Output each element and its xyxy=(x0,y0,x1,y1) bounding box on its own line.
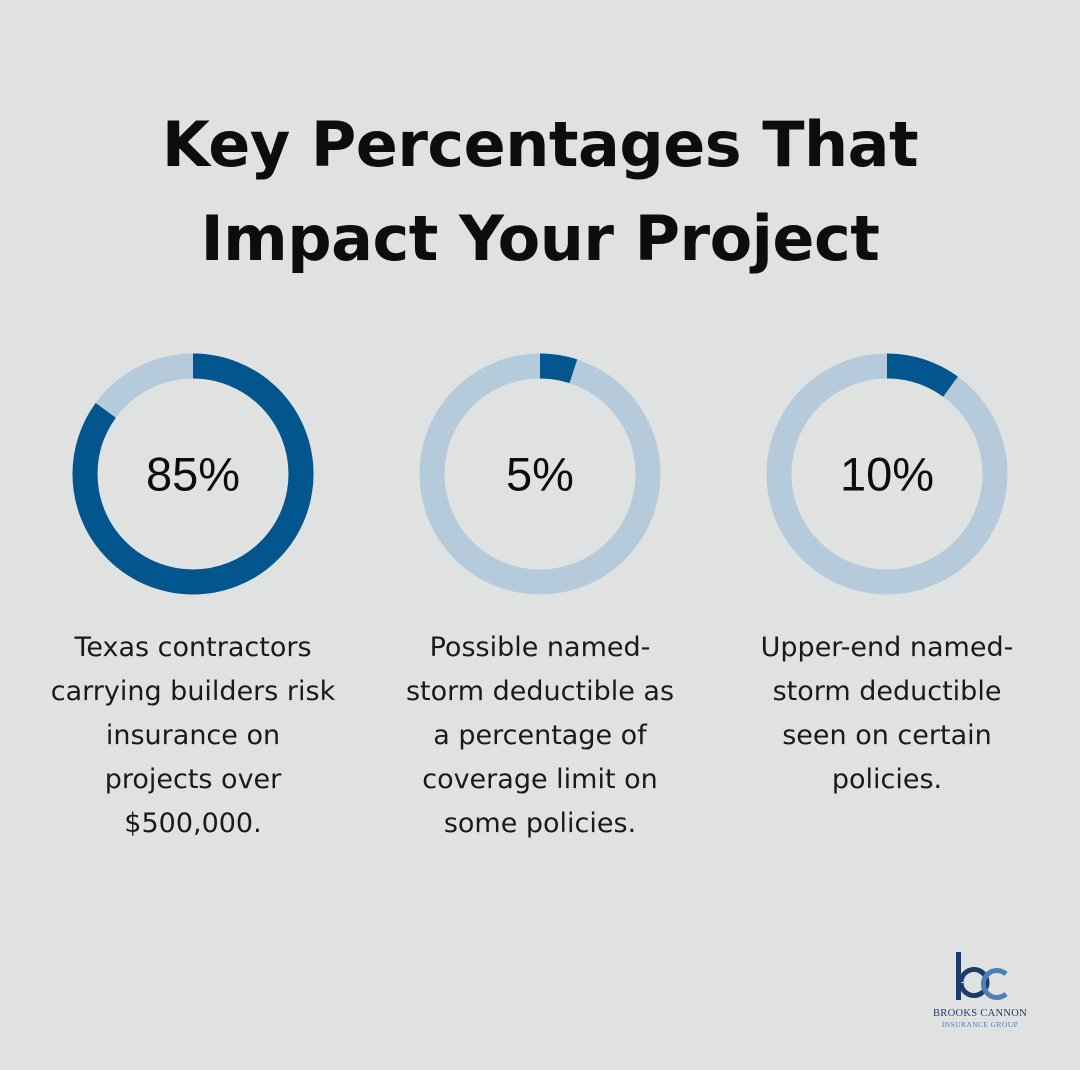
description-line: some policies. xyxy=(443,808,637,839)
stat-percentage: 10% xyxy=(840,448,934,501)
stat-description: Possible named- storm deductible as a pe… xyxy=(380,626,700,846)
bc-monogram-icon xyxy=(956,952,1008,1000)
description-line: coverage limit on xyxy=(422,764,658,795)
description-line: policies. xyxy=(831,764,943,795)
description-line: Texas contractors xyxy=(74,632,312,663)
logo-tagline: INSURANCE GROUP xyxy=(941,1020,1019,1029)
title-line: Impact Your Project xyxy=(200,202,880,275)
donut-value-arc xyxy=(72,353,314,595)
stat-percentage: 85% xyxy=(146,448,240,501)
brooks-cannon-logo: BROOKS CANNON INSURANCE GROUP xyxy=(922,948,1038,1044)
donut-chart: 5% xyxy=(419,353,661,595)
logo-name: BROOKS CANNON xyxy=(932,1008,1028,1019)
donut-chart: 10% xyxy=(766,353,1008,595)
description-line: Upper-end named- xyxy=(760,632,1014,663)
description-line: insurance on xyxy=(105,720,281,751)
description-line: carrying builders risk xyxy=(50,676,336,707)
description-line: $500,000. xyxy=(124,808,262,839)
stat-percentage: 5% xyxy=(506,448,574,501)
page-title: Key Percentages That Impact Your Project xyxy=(0,98,1080,286)
description-line: Possible named- xyxy=(429,632,651,663)
description-line: storm deductible as xyxy=(405,676,675,707)
donut-value-arc xyxy=(419,353,661,595)
title-line: Key Percentages That xyxy=(161,108,919,181)
description-line: seen on certain xyxy=(782,720,992,751)
description-line: storm deductible xyxy=(772,676,1002,707)
description-line: projects over xyxy=(104,764,282,795)
donut-value-arc xyxy=(766,353,1008,595)
stat-description: Texas contractors carrying builders risk… xyxy=(33,626,353,846)
donut-chart: 85% xyxy=(72,353,314,595)
stat-description: Upper-end named- storm deductible seen o… xyxy=(727,626,1047,802)
description-line: a percentage of xyxy=(433,720,647,751)
